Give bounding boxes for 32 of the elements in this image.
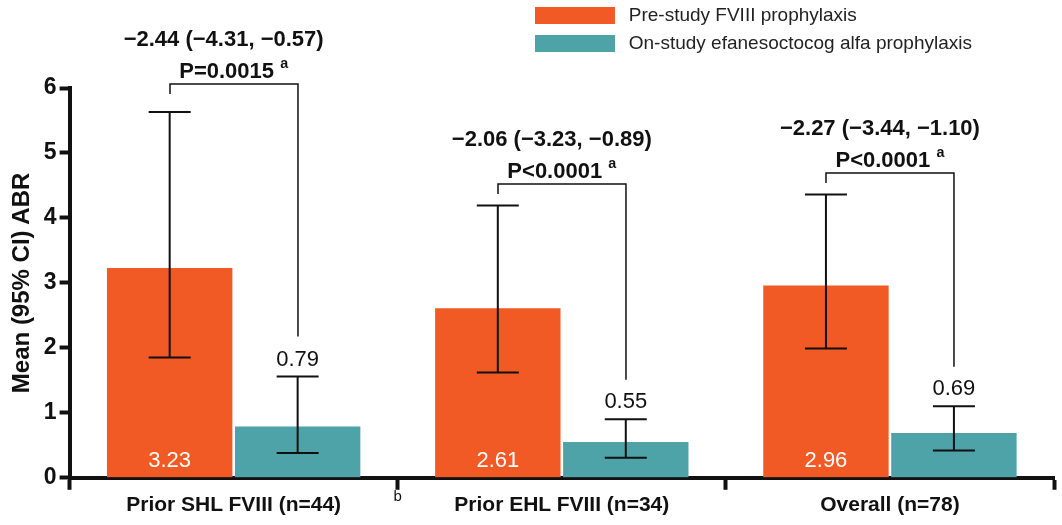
data-label: 2.61	[476, 446, 520, 472]
annotation: P<0.0001 a	[835, 143, 946, 172]
annotation: −2.27 (−3.44, −1.10)	[779, 114, 980, 140]
bar	[106, 267, 233, 478]
y-tick-label: 1	[43, 398, 57, 425]
data-label: 0.55	[604, 388, 648, 414]
legend-label: On-study efanesoctocog alfa prophylaxis	[628, 32, 972, 54]
bar	[435, 308, 561, 478]
bar	[234, 426, 361, 478]
annotation: P<0.0001 a	[507, 154, 618, 183]
text: b	[393, 487, 402, 505]
y-tick-label: 3	[43, 268, 57, 295]
y-tick-label: 4	[43, 203, 57, 230]
data-label: 0.69	[932, 375, 976, 401]
y-tick-label: 2	[43, 333, 57, 360]
legend-label: Pre-study FVIII prophylaxis	[628, 4, 857, 26]
y-tick-label: 5	[43, 138, 57, 165]
y-tick-label: 0	[43, 463, 57, 490]
bar	[763, 285, 889, 478]
y-tick-label: 6	[43, 73, 57, 100]
annotation: −2.06 (−3.23, −0.89)	[451, 125, 652, 151]
text: P=0.0015 a	[179, 55, 290, 83]
bar	[891, 432, 1017, 478]
x-tick-label: Prior EHL FVIII (n=34)	[454, 492, 670, 516]
x-tick-label: Prior SHL FVIII (n=44)	[126, 492, 342, 516]
y-axis-title: Mean (95% CI) ABR	[7, 172, 35, 394]
data-label: 0.79	[276, 345, 320, 371]
text: −2.44 (−4.31, −0.57)	[123, 26, 324, 51]
data-label: 2.96	[804, 446, 848, 472]
x-tick-label: Overall (n=78)	[820, 492, 960, 516]
data-label: 3.23	[148, 446, 192, 472]
bar	[563, 442, 689, 478]
